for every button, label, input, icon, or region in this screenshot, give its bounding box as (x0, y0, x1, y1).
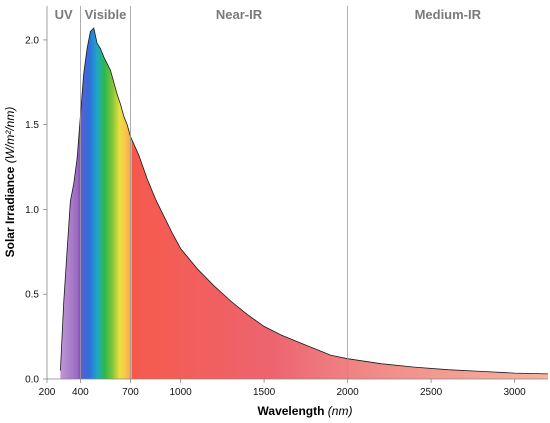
x-axis-title: Wavelength (nm) (258, 404, 353, 418)
y-tick-label: 1.0 (25, 205, 39, 216)
y-axis-title-text: Solar Irradiance (3, 166, 17, 257)
x-tick-label: 200 (39, 387, 56, 398)
region-label: Visible (85, 7, 127, 22)
x-tick-label: 1500 (253, 387, 276, 398)
x-tick-label: 400 (72, 387, 89, 398)
region-label: Near-IR (216, 7, 263, 22)
y-axis-ticks: 0.0 0.5 1.0 1.5 2.0 (25, 35, 47, 386)
x-tick-label: 700 (122, 387, 139, 398)
region-labels: UV Visible Near-IR Medium-IR (55, 7, 482, 22)
x-axis-title-text: Wavelength (258, 404, 325, 418)
x-axis-ticks: 200 400 700 1000 1500 2000 2500 3000 (39, 379, 526, 398)
y-axis-title: Solar Irradiance (W/m²/nm) (3, 107, 17, 258)
x-tick-label: 2500 (420, 387, 443, 398)
y-tick-label: 2.0 (25, 35, 39, 46)
x-axis-unit: (nm) (328, 404, 353, 418)
y-tick-label: 1.5 (25, 120, 39, 131)
spectrum-area (60, 28, 549, 379)
y-axis-unit: (W/m²/nm) (3, 107, 17, 164)
y-tick-label: 0.5 (25, 290, 39, 301)
region-label: UV (55, 7, 73, 22)
plot-area (60, 27, 549, 379)
x-tick-label: 1000 (169, 387, 192, 398)
x-tick-label: 3000 (503, 387, 526, 398)
region-label: Medium-IR (415, 7, 482, 22)
y-tick-label: 0.0 (25, 375, 39, 386)
spectrum-line (60, 27, 549, 375)
region-dividers (80, 6, 349, 379)
x-tick-label: 2000 (336, 387, 359, 398)
